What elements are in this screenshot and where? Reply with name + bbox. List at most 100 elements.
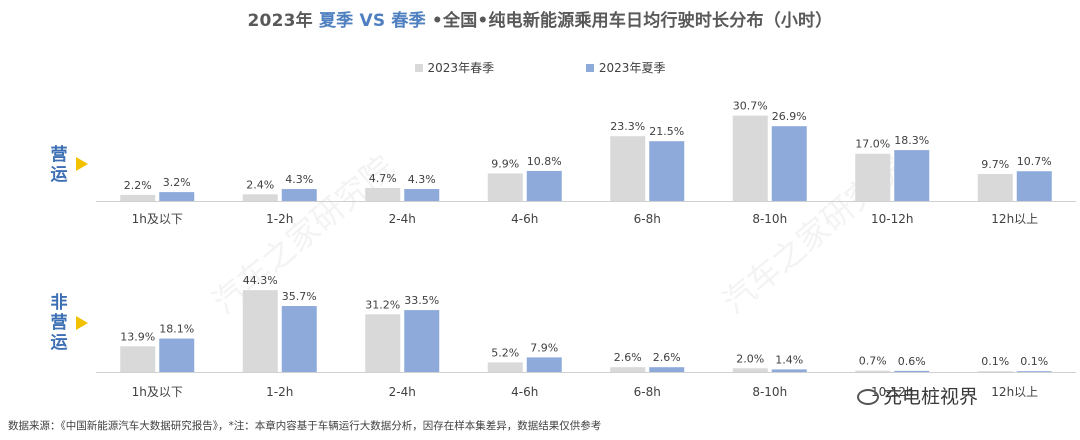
data-label-summer-1-2: 4.3% [285, 173, 313, 186]
data-label-spring-2-3: 31.2% [365, 298, 400, 311]
data-label-spring-1-8: 9.7% [981, 158, 1009, 171]
bar-spring-2-4 [487, 362, 523, 372]
bar-summer-2-5 [649, 367, 685, 372]
bar-spring-1-4 [487, 173, 523, 201]
data-label-summer-2-4: 7.9% [530, 341, 558, 354]
data-label-spring-1-2: 2.4% [246, 178, 274, 191]
panel-label-nonoperating-char2: 营 [50, 313, 68, 333]
category-label-1-7: 10-12h [871, 212, 913, 226]
data-label-summer-2-2: 35.7% [282, 290, 317, 303]
category-label-1-2: 1-2h [266, 212, 293, 226]
bar-summer-2-6 [771, 369, 807, 372]
brand-mark: 充电桩视界 [857, 382, 978, 409]
title-part1: 2023年 [247, 11, 319, 31]
bar-summer-2-8 [1016, 371, 1052, 372]
data-label-spring-2-6: 2.0% [736, 352, 764, 365]
bar-summer-1-5 [649, 141, 685, 201]
category-label-2-4: 4-6h [511, 385, 538, 399]
category-label-1-1: 1h及以下 [132, 212, 183, 226]
category-label-1-5: 6-8h [634, 212, 661, 226]
data-label-summer-1-5: 21.5% [649, 125, 684, 138]
brand-text: 充电桩视界 [883, 386, 979, 408]
bar-summer-1-6 [771, 126, 807, 201]
bar-spring-2-1 [120, 346, 156, 372]
bar-spring-1-7 [855, 153, 891, 201]
legend-item-summer: 2023年夏季 [585, 59, 666, 76]
data-label-spring-2-2: 44.3% [243, 274, 278, 287]
data-label-summer-1-3: 4.3% [408, 173, 436, 186]
bar-spring-2-3 [365, 314, 401, 372]
bar-summer-1-3 [404, 189, 440, 201]
bar-summer-2-2 [281, 306, 317, 372]
bar-spring-1-2 [242, 194, 278, 201]
bar-spring-2-8 [977, 371, 1013, 372]
bar-summer-1-1 [159, 192, 195, 201]
data-label-summer-2-7: 0.6% [898, 355, 926, 368]
bar-spring-2-6 [732, 368, 768, 372]
category-label-1-6: 8-10h [752, 212, 787, 226]
data-label-summer-2-5: 2.6% [653, 351, 681, 364]
data-label-spring-1-4: 9.9% [491, 157, 519, 170]
data-label-spring-2-4: 5.2% [491, 346, 519, 359]
bar-summer-1-4 [526, 170, 562, 201]
legend-item-spring: 2023年春季 [414, 59, 495, 76]
data-label-spring-1-5: 23.3% [610, 120, 645, 133]
bar-spring-1-1 [120, 194, 156, 201]
data-label-spring-2-5: 2.6% [614, 351, 642, 364]
data-label-summer-1-6: 26.9% [772, 110, 807, 123]
data-label-spring-2-7: 0.7% [859, 355, 887, 368]
data-label-spring-2-8: 0.1% [981, 355, 1009, 368]
data-label-summer-1-7: 18.3% [894, 134, 929, 147]
data-label-spring-1-1: 2.2% [124, 179, 152, 192]
panel-label-nonoperating-char3: 运 [50, 333, 68, 353]
data-label-spring-1-6: 30.7% [733, 100, 768, 113]
panel-arrow-operating [76, 157, 88, 171]
panel-arrow-nonoperating [76, 316, 88, 330]
bar-summer-2-1 [159, 338, 195, 372]
panel-label-operating-char1: 营 [50, 145, 68, 165]
category-label-2-2: 1-2h [266, 385, 293, 399]
bar-summer-1-2 [281, 189, 317, 201]
legend-label-summer: 2023年夏季 [598, 61, 666, 75]
panel-label-operating: 营 运 [48, 145, 70, 185]
category-label-2-1: 1h及以下 [132, 385, 183, 399]
bar-summer-1-8 [1016, 171, 1052, 201]
source-footnote: 数据来源：《中国新能源汽车大数据研究报告》，*注：本章内容基于车辆运行大数据分析… [8, 420, 602, 432]
title-accent: 夏季 VS 春季 [318, 11, 426, 31]
data-label-summer-2-6: 1.4% [775, 353, 803, 366]
data-label-summer-1-1: 3.2% [163, 176, 191, 189]
data-label-summer-2-8: 0.1% [1020, 355, 1048, 368]
bar-summer-2-3 [404, 310, 440, 372]
wechat-icon [857, 389, 879, 405]
bar-panel-1: 2.2% 3.2% 1h及以下 2.4% 4.3% 1-2h 4.7% 4.3% 2-4h 9.9… [96, 100, 1076, 226]
data-label-spring-1-3: 4.7% [369, 172, 397, 185]
panel-label-nonoperating: 非 营 运 [48, 293, 70, 353]
panel-label-operating-char2: 运 [50, 165, 68, 185]
bar-summer-2-7 [894, 370, 930, 372]
legend-swatch-summer [585, 64, 594, 72]
bar-panel-2: 13.9% 18.1% 1h及以下 44.3% 35.7% 1-2h 31.2% 33.5% 2… [96, 274, 1076, 399]
legend-swatch-spring [414, 64, 423, 72]
category-label-2-5: 6-8h [634, 385, 661, 399]
category-label-2-3: 2-4h [389, 385, 416, 399]
bar-spring-1-6 [732, 115, 768, 201]
bar-summer-1-7 [894, 150, 930, 201]
data-label-spring-1-7: 17.0% [855, 138, 890, 151]
chart-title: 2023年 夏季 VS 春季 •全国•纯电新能源乘用车日均行驶时长分布（小时） [0, 6, 1080, 31]
bar-spring-1-8 [977, 174, 1013, 201]
category-label-2-8: 12h以上 [991, 385, 1038, 399]
bar-summer-2-4 [526, 357, 562, 372]
data-label-summer-2-1: 18.1% [159, 323, 194, 336]
bar-spring-1-3 [365, 187, 401, 201]
bar-spring-1-5 [610, 136, 646, 201]
bar-spring-2-2 [242, 290, 278, 372]
legend-label-spring: 2023年春季 [427, 61, 495, 75]
data-label-summer-1-4: 10.8% [527, 155, 562, 168]
data-label-spring-2-1: 13.9% [120, 330, 155, 343]
category-label-1-3: 2-4h [389, 212, 416, 226]
legend: 2023年春季 2023年夏季 [0, 59, 1080, 76]
panel-label-nonoperating-char1: 非 [50, 293, 68, 313]
category-label-2-7: 10-12h [871, 385, 913, 399]
bar-spring-2-5 [610, 367, 646, 372]
